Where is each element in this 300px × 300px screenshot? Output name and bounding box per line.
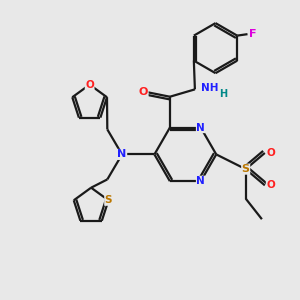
Text: S: S bbox=[105, 195, 112, 205]
Text: O: O bbox=[139, 87, 148, 97]
Text: H: H bbox=[219, 89, 227, 99]
Text: N: N bbox=[196, 123, 205, 133]
Text: O: O bbox=[85, 80, 94, 90]
Text: O: O bbox=[266, 148, 275, 158]
Text: O: O bbox=[266, 180, 275, 190]
Text: NH: NH bbox=[201, 83, 219, 93]
Text: N: N bbox=[117, 149, 127, 159]
Text: S: S bbox=[242, 164, 250, 174]
Text: N: N bbox=[196, 176, 205, 186]
Text: F: F bbox=[249, 29, 256, 39]
